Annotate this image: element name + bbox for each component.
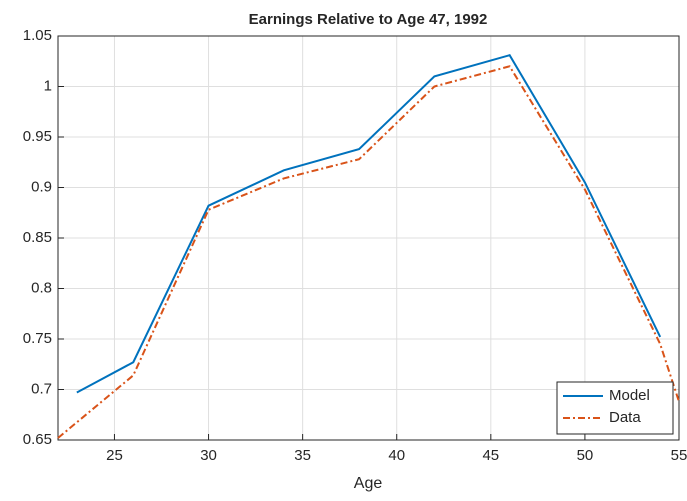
- x-axis-label: Age: [354, 475, 383, 492]
- y-tick-label: 0.65: [23, 431, 52, 448]
- x-tick-label: 50: [577, 447, 594, 464]
- y-tick-label: 0.9: [31, 178, 52, 195]
- chart-title: Earnings Relative to Age 47, 1992: [249, 11, 488, 28]
- x-tick-label: 25: [106, 447, 123, 464]
- y-tick-label: 1: [44, 77, 52, 94]
- y-tick-label: 0.7: [31, 380, 52, 397]
- y-tick-label: 1.05: [23, 27, 52, 44]
- x-tick-label: 30: [200, 447, 217, 464]
- x-tick-label: 35: [294, 447, 311, 464]
- axes-box: [57, 35, 680, 441]
- legend-box: [556, 381, 674, 435]
- y-tick-label: 0.75: [23, 330, 52, 347]
- y-tick-label: 0.95: [23, 128, 52, 145]
- data-line: [57, 65, 680, 439]
- legend-label: Data: [609, 409, 641, 426]
- x-tick-label: 40: [388, 447, 405, 464]
- x-tick-label: 45: [482, 447, 499, 464]
- y-tick-label: 0.8: [31, 279, 52, 296]
- legend-label: Model: [609, 387, 650, 404]
- data-line: [76, 54, 662, 394]
- x-tick-label: 55: [671, 447, 687, 464]
- y-tick-label: 0.85: [23, 229, 52, 246]
